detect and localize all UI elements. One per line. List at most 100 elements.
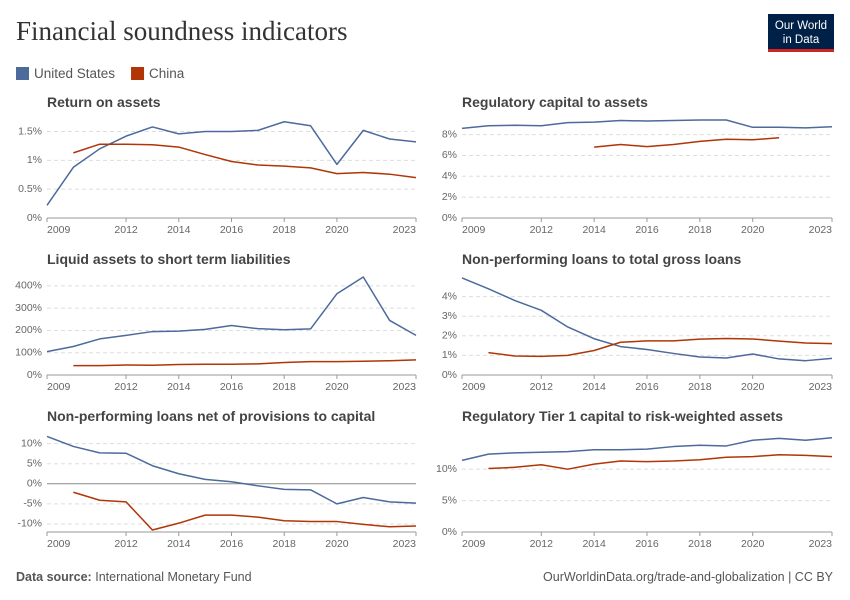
y-tick-label: 100% bbox=[15, 347, 42, 359]
x-tick-label: 2020 bbox=[325, 538, 349, 550]
x-tick-label: 2014 bbox=[167, 538, 191, 550]
series-line bbox=[461, 119, 833, 130]
x-tick-label: 2023 bbox=[393, 381, 417, 393]
x-tick-label: 2020 bbox=[741, 381, 765, 393]
y-tick-label: 0% bbox=[27, 369, 42, 381]
series-line bbox=[73, 359, 417, 367]
x-tick-label: 2016 bbox=[635, 538, 659, 550]
y-tick-label: -5% bbox=[23, 498, 42, 510]
series-line bbox=[73, 143, 417, 179]
series-line bbox=[461, 437, 833, 462]
x-tick-label: 2023 bbox=[809, 224, 833, 236]
panel-title: Liquid assets to short term liabilities bbox=[47, 251, 291, 267]
x-tick-label: 2018 bbox=[688, 224, 712, 236]
legend: United States China bbox=[16, 66, 185, 81]
x-tick-label: 2023 bbox=[809, 538, 833, 550]
y-tick-label: 400% bbox=[15, 280, 42, 292]
y-tick-label: 200% bbox=[15, 324, 42, 336]
series-line bbox=[46, 276, 417, 353]
panel-title: Regulatory capital to assets bbox=[462, 94, 648, 110]
x-tick-label: 2009 bbox=[462, 224, 486, 236]
panel-title: Non-performing loans to total gross loan… bbox=[462, 251, 741, 267]
x-tick-label: 2020 bbox=[325, 224, 349, 236]
y-tick-label: 5% bbox=[27, 458, 42, 470]
y-tick-label: -10% bbox=[17, 518, 42, 530]
x-tick-label: 2020 bbox=[741, 538, 765, 550]
logo-box bbox=[768, 14, 834, 50]
x-tick-label: 2016 bbox=[220, 538, 244, 550]
source: Data source: International Monetary Fund bbox=[16, 570, 252, 584]
x-tick-label: 2009 bbox=[47, 538, 71, 550]
series-line bbox=[488, 337, 833, 358]
x-tick-label: 2020 bbox=[741, 224, 765, 236]
y-tick-label: 10% bbox=[21, 437, 42, 449]
y-tick-label: 10% bbox=[436, 463, 457, 475]
panel: Return on assets 0% 0.5% 1% 1.5% 2009 2012 2014… bbox=[18, 94, 417, 236]
x-tick-label: 2012 bbox=[114, 538, 138, 550]
credit: OurWorldinData.org/trade-and-globalizati… bbox=[543, 570, 834, 584]
x-tick-label: 2012 bbox=[114, 381, 138, 393]
source-text: International Monetary Fund bbox=[95, 570, 251, 584]
panel: Regulatory Tier 1 capital to risk-weight… bbox=[436, 408, 833, 550]
series-line bbox=[488, 453, 833, 470]
panel-title: Regulatory Tier 1 capital to risk-weight… bbox=[462, 408, 783, 424]
y-tick-label: 1% bbox=[27, 154, 42, 166]
series-line bbox=[73, 491, 417, 531]
panel: Non-performing loans net of provisions t… bbox=[17, 408, 417, 550]
y-tick-label: 0% bbox=[442, 212, 457, 224]
logo-text: Our World bbox=[775, 20, 827, 32]
series-line bbox=[46, 435, 417, 505]
x-tick-label: 2012 bbox=[530, 538, 554, 550]
x-tick-label: 2009 bbox=[462, 381, 486, 393]
series-line bbox=[461, 277, 833, 362]
y-tick-label: 1% bbox=[442, 349, 457, 361]
y-tick-label: 0% bbox=[27, 478, 42, 490]
panel: Liquid assets to short term liabilities 0… bbox=[15, 251, 417, 393]
y-tick-label: 8% bbox=[442, 128, 457, 140]
x-tick-label: 2014 bbox=[167, 381, 191, 393]
x-tick-label: 2023 bbox=[393, 538, 417, 550]
logo: Our World in Data bbox=[768, 14, 834, 52]
panel-title: Return on assets bbox=[47, 94, 161, 110]
x-tick-label: 2014 bbox=[582, 381, 606, 393]
y-tick-label: 4% bbox=[442, 170, 457, 182]
y-tick-label: 2% bbox=[442, 330, 457, 342]
y-tick-label: 6% bbox=[442, 149, 457, 161]
y-tick-label: 2% bbox=[442, 191, 457, 203]
x-tick-label: 2018 bbox=[273, 224, 297, 236]
panel: Regulatory capital to assets 0% 2% 4% 6% 8% 20… bbox=[442, 94, 833, 236]
y-tick-label: 0.5% bbox=[18, 183, 42, 195]
x-tick-label: 2009 bbox=[47, 381, 71, 393]
y-tick-label: 1.5% bbox=[18, 125, 42, 137]
x-tick-label: 2016 bbox=[220, 381, 244, 393]
x-tick-label: 2016 bbox=[220, 224, 244, 236]
x-tick-label: 2023 bbox=[809, 381, 833, 393]
y-tick-label: 5% bbox=[442, 494, 457, 506]
x-tick-label: 2018 bbox=[688, 381, 712, 393]
y-tick-label: 4% bbox=[442, 290, 457, 302]
x-tick-label: 2016 bbox=[635, 381, 659, 393]
panel: Non-performing loans to total gross loan… bbox=[442, 251, 833, 393]
x-tick-label: 2018 bbox=[273, 381, 297, 393]
series-line bbox=[594, 136, 780, 148]
x-tick-label: 2009 bbox=[47, 224, 71, 236]
x-tick-label: 2023 bbox=[393, 224, 417, 236]
y-tick-label: 0% bbox=[27, 212, 42, 224]
x-tick-label: 2012 bbox=[530, 224, 554, 236]
x-tick-label: 2009 bbox=[462, 538, 486, 550]
x-tick-label: 2018 bbox=[273, 538, 297, 550]
logo-text: in Data bbox=[783, 34, 820, 46]
legend-swatch bbox=[131, 67, 145, 80]
y-tick-label: 3% bbox=[442, 310, 457, 322]
panel-title: Non-performing loans net of provisions t… bbox=[47, 408, 375, 424]
page-title: Financial soundness indicators bbox=[16, 16, 347, 46]
y-tick-label: 0% bbox=[442, 369, 457, 381]
x-tick-label: 2020 bbox=[325, 381, 349, 393]
logo-bar bbox=[768, 49, 834, 52]
legend-swatch bbox=[16, 67, 29, 80]
x-tick-label: 2014 bbox=[582, 224, 606, 236]
x-tick-label: 2012 bbox=[114, 224, 138, 236]
x-tick-label: 2014 bbox=[582, 538, 606, 550]
